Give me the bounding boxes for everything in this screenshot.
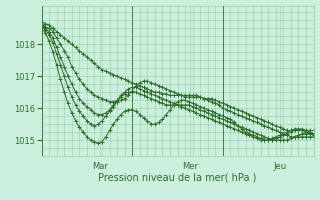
X-axis label: Pression niveau de la mer( hPa ): Pression niveau de la mer( hPa ) [99,173,257,183]
